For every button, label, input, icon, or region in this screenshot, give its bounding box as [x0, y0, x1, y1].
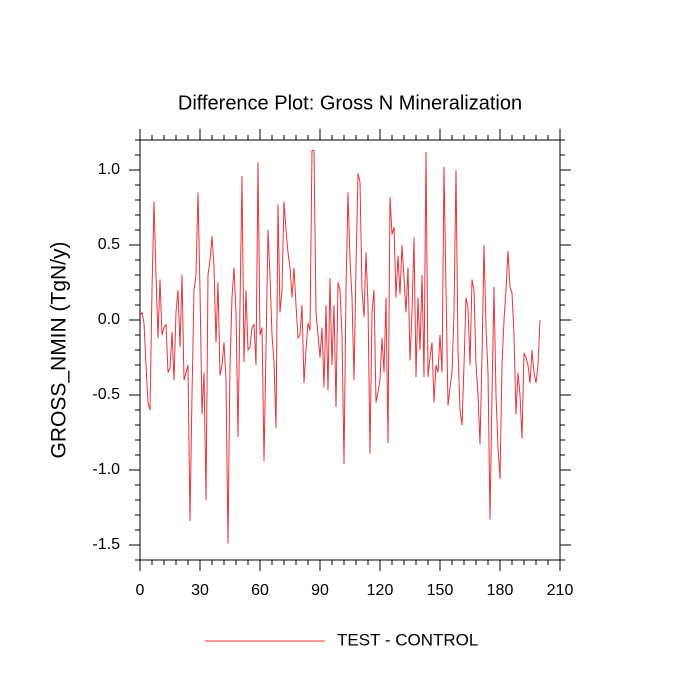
x-tick-label: 120 — [367, 582, 394, 599]
x-tick-label: 150 — [427, 582, 454, 599]
data-line — [139, 150, 541, 544]
x-tick-label: 180 — [487, 582, 514, 599]
y-tick-label: 0.5 — [98, 236, 120, 253]
x-tick-label: 90 — [311, 582, 329, 599]
plot-frame — [139, 139, 561, 561]
y-axis-label: GROSS_NMIN (TgN/y) — [48, 241, 71, 458]
x-tick-label: 0 — [136, 582, 145, 599]
x-tick-label: 30 — [191, 582, 209, 599]
y-tick-label: -1.0 — [92, 461, 120, 478]
y-tick-label: 1.0 — [98, 161, 120, 178]
chart-title: Difference Plot: Gross N Mineralization — [178, 92, 522, 114]
x-tick-label: 60 — [251, 582, 269, 599]
y-tick-label: -0.5 — [92, 386, 120, 403]
legend-label: TEST - CONTROL — [337, 630, 478, 649]
x-tick-label: 210 — [547, 582, 574, 599]
y-tick-label: -1.5 — [92, 536, 120, 553]
y-tick-label: 0.0 — [98, 311, 120, 328]
